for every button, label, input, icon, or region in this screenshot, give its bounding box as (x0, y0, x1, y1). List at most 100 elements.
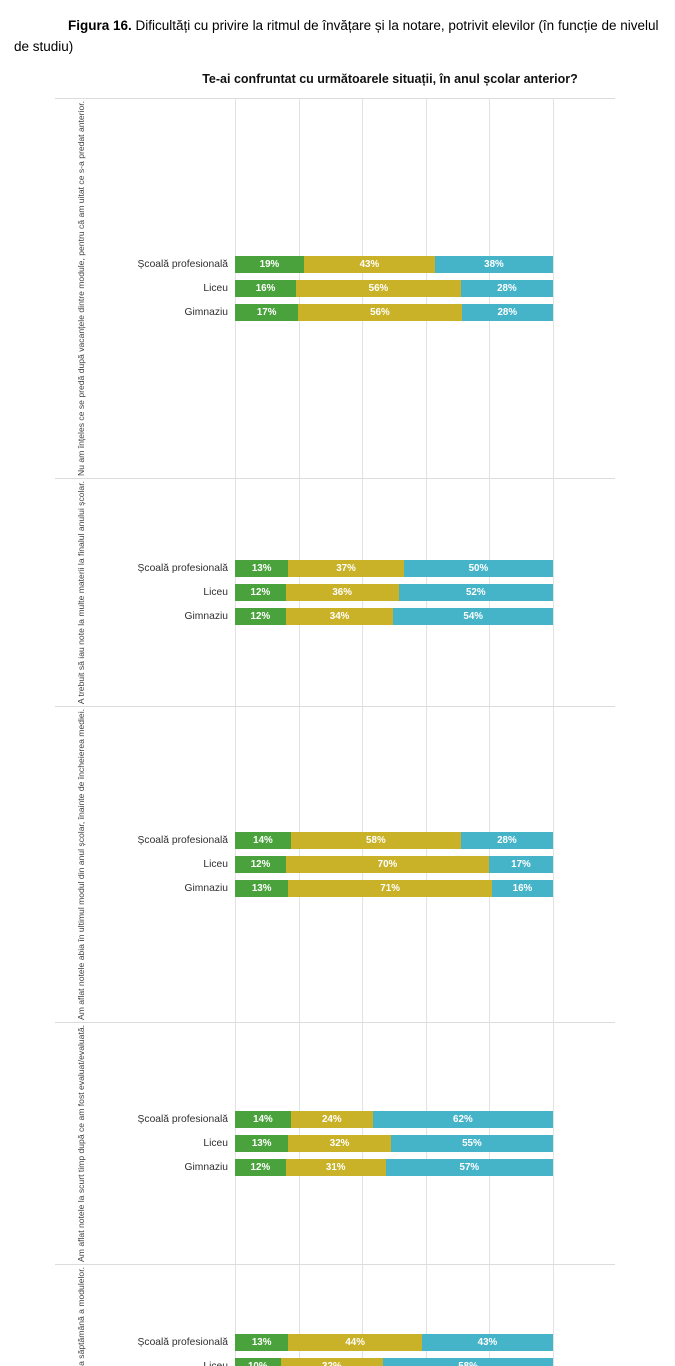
bar-segment: 34% (285, 607, 394, 625)
bar-segment: 28% (460, 279, 553, 297)
bar-row: Liceu 12% 36% 52% (107, 583, 615, 601)
row-label: Școală profesională (137, 834, 228, 846)
stacked-bar: 13% 32% 55% (235, 1134, 553, 1152)
bar-segment: 71% (288, 879, 492, 897)
bar-segment: 38% (434, 255, 553, 273)
bar-segment: 36% (285, 583, 399, 601)
bar-segment: 17% (488, 855, 553, 873)
bar-row: Gimnaziu 17% 56% 28% (107, 303, 615, 321)
bar-segment: 28% (460, 831, 553, 849)
bar-segment: 32% (280, 1357, 384, 1366)
row-label: Școală profesională (137, 1113, 228, 1125)
bar-segment: 43% (303, 255, 435, 273)
row-label: Liceu (203, 282, 228, 294)
stacked-bar: 12% 70% 17% (235, 855, 553, 873)
group-rows: Școală profesională 14% 58% 28% Liceu 12% 70% 1… (107, 707, 615, 1022)
bar-segment: 62% (372, 1110, 553, 1128)
bar-row: Liceu 16% 56% 28% (107, 279, 615, 297)
row-label: Gimnaziu (184, 306, 229, 318)
stacked-bar: 19% 43% 38% (235, 255, 553, 273)
chart-area: Nu am înțeles ce se predă după vacanțele… (55, 97, 615, 1366)
stacked-bar: 13% 37% 50% (235, 559, 553, 577)
bar-segment: 12% (235, 855, 287, 873)
bar-segment: 70% (286, 855, 489, 873)
bar-row: Gimnaziu 13% 71% 16% (107, 879, 615, 897)
bar-segment: 24% (290, 1110, 373, 1128)
row-label: Gimnaziu (184, 1161, 229, 1173)
bar-segment: 14% (235, 1110, 291, 1128)
row-label: Liceu (203, 1137, 228, 1149)
stacked-bar: 12% 36% 52% (235, 583, 553, 601)
stacked-bar: 10%32%58% (235, 1357, 553, 1366)
group-rows: Școală profesională 13%44%43% Liceu10%32%5… (107, 1265, 615, 1366)
stacked-bar: 14% 24% 62% (235, 1110, 553, 1128)
bar-segment: 12% (235, 1158, 286, 1176)
question-group: A trebuit să iau note la multe materii l… (55, 477, 615, 706)
bar-segment: 54% (393, 607, 553, 625)
bar-row: Școală profesională 14% 24% 62% (107, 1110, 615, 1128)
figure-caption-label: Figura 16. (68, 18, 132, 33)
row-label: Gimnaziu (184, 882, 229, 894)
bar-segment: 14% (235, 831, 291, 849)
bar-segment: 13% (235, 1134, 289, 1152)
bar-segment: 55% (390, 1134, 553, 1152)
bar-row: Școală profesională 14% 58% 28% (107, 831, 615, 849)
bar-segment: 43% (421, 1333, 553, 1351)
bar-segment: 57% (385, 1158, 553, 1176)
bar-segment: 37% (288, 559, 404, 577)
figure: Figura 16. Dificultăți cu privire la rit… (0, 16, 675, 1366)
row-label: Școală profesională (137, 1336, 228, 1348)
bar-segment: 16% (491, 879, 553, 897)
question-group: Am dat teste zilnic în ultima săptămână … (55, 1263, 615, 1366)
figure-caption-text: Dificultăți cu privire la ritmul de învă… (14, 18, 659, 54)
bar-segment: 32% (288, 1134, 391, 1152)
plot-groups: Nu am înțeles ce se predă după vacanțele… (55, 97, 615, 1366)
group-rows: Școală profesională 14% 24% 62% Liceu 13% 32% 5… (107, 1023, 615, 1264)
bar-segment: 10% (235, 1357, 281, 1366)
bar-segment: 13% (235, 879, 289, 897)
figure-caption: Figura 16. Dificultăți cu privire la rit… (14, 16, 661, 58)
question-group: Am aflat notele la scurt timp după ce am… (55, 1021, 615, 1264)
category-label: Am aflat notele abia în ultimul modul di… (75, 708, 86, 1020)
bar-segment: 13% (235, 1333, 289, 1351)
chart-title: Te-ai confruntat cu următoarele situații… (202, 71, 578, 86)
bar-segment: 17% (235, 303, 299, 321)
bar-segment: 58% (383, 1357, 553, 1366)
group-rows: Școală profesională 13% 37% 50% Liceu 12% 36% 5… (107, 479, 615, 706)
stacked-bar: 14% 58% 28% (235, 831, 553, 849)
bar-row: Școală profesională 13% 44% 43% (107, 1333, 615, 1351)
row-label: Liceu (203, 858, 228, 870)
bar-segment: 16% (235, 279, 297, 297)
bar-segment: 52% (398, 583, 553, 601)
bar-segment: 50% (403, 559, 553, 577)
category-label: A trebuit să iau note la multe materii l… (75, 480, 86, 704)
bar-segment: 12% (235, 583, 286, 601)
question-group: Am aflat notele abia în ultimul modul di… (55, 705, 615, 1022)
bar-row: Liceu 13% 32% 55% (107, 1134, 615, 1152)
question-group: Nu am înțeles ce se predă după vacanțele… (55, 97, 615, 478)
category-label: Am dat teste zilnic în ultima săptămână … (55, 1265, 107, 1366)
stacked-bar: 16% 56% 28% (235, 279, 553, 297)
bar-row: Liceu10%32%58% (107, 1357, 615, 1366)
group-rows: Școală profesională 19% 43% 38% Liceu 16% 56% 2… (107, 99, 615, 478)
stacked-bar: 13% 44% 43% (235, 1333, 553, 1351)
stacked-bar: 17% 56% 28% (235, 303, 553, 321)
bar-row: Liceu 12% 70% 17% (107, 855, 615, 873)
bar-segment: 28% (461, 303, 553, 321)
row-label: Gimnaziu (184, 610, 229, 622)
bar-segment: 56% (298, 303, 462, 321)
bar-segment: 44% (288, 1333, 422, 1351)
category-label: Nu am înțeles ce se predă după vacanțele… (75, 100, 86, 476)
bar-segment: 13% (235, 559, 289, 577)
stacked-bar: 12% 34% 54% (235, 607, 553, 625)
stacked-bar: 12% 31% 57% (235, 1158, 553, 1176)
bar-segment: 19% (235, 255, 304, 273)
row-label: Liceu (203, 586, 228, 598)
bar-segment: 58% (290, 831, 461, 849)
row-label: Școală profesională (137, 258, 228, 270)
bar-row: Școală profesională 19% 43% 38% (107, 255, 615, 273)
bar-segment: 31% (285, 1158, 386, 1176)
bar-segment: 12% (235, 607, 286, 625)
bar-row: Gimnaziu 12% 34% 54% (107, 607, 615, 625)
bar-segment: 56% (296, 279, 461, 297)
